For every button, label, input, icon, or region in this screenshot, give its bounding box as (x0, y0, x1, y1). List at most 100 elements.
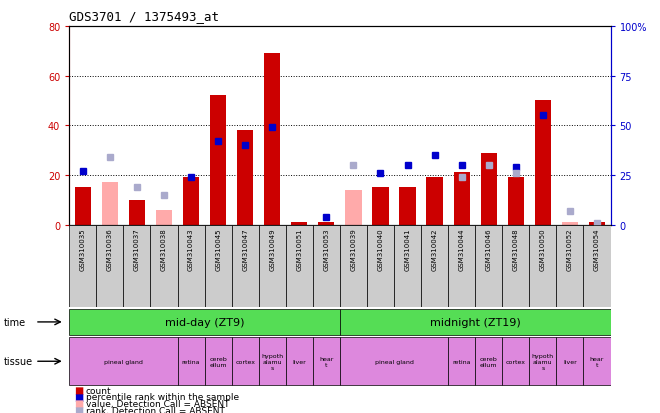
FancyBboxPatch shape (421, 225, 448, 308)
Bar (318, 223, 335, 225)
Text: GSM310038: GSM310038 (161, 228, 167, 270)
Text: GSM310046: GSM310046 (486, 228, 492, 270)
Bar (291, 223, 308, 225)
Bar (237, 131, 253, 225)
Text: cortex: cortex (506, 359, 526, 364)
FancyBboxPatch shape (286, 337, 313, 385)
Text: mid-day (ZT9): mid-day (ZT9) (165, 317, 244, 327)
Text: tissue: tissue (3, 356, 32, 366)
Bar (156, 210, 172, 225)
FancyBboxPatch shape (394, 225, 421, 308)
Text: value, Detection Call = ABSENT: value, Detection Call = ABSENT (86, 399, 229, 408)
FancyBboxPatch shape (123, 225, 150, 308)
Bar (426, 178, 443, 225)
Bar (264, 54, 280, 225)
Text: percentile rank within the sample: percentile rank within the sample (86, 392, 239, 401)
Bar (399, 188, 416, 225)
FancyBboxPatch shape (529, 225, 556, 308)
Bar (102, 183, 118, 225)
Bar (129, 200, 145, 225)
Text: hypoth
alamu
s: hypoth alamu s (261, 353, 283, 370)
FancyBboxPatch shape (96, 225, 123, 308)
Bar (562, 223, 578, 225)
Text: cortex: cortex (235, 359, 255, 364)
Text: GSM310051: GSM310051 (296, 228, 302, 270)
FancyBboxPatch shape (150, 225, 178, 308)
FancyBboxPatch shape (556, 225, 583, 308)
Bar (535, 101, 551, 225)
FancyBboxPatch shape (259, 337, 286, 385)
Text: rank, Detection Call = ABSENT: rank, Detection Call = ABSENT (86, 406, 224, 413)
Text: GSM310043: GSM310043 (188, 228, 194, 270)
Text: GSM310045: GSM310045 (215, 228, 221, 270)
FancyBboxPatch shape (475, 225, 502, 308)
FancyBboxPatch shape (502, 337, 529, 385)
FancyBboxPatch shape (448, 337, 475, 385)
FancyBboxPatch shape (69, 309, 340, 335)
FancyBboxPatch shape (69, 337, 178, 385)
FancyBboxPatch shape (259, 225, 286, 308)
FancyBboxPatch shape (232, 225, 259, 308)
FancyBboxPatch shape (340, 309, 610, 335)
Text: hypoth
alamu
s: hypoth alamu s (532, 353, 554, 370)
FancyBboxPatch shape (367, 225, 394, 308)
Text: ■: ■ (75, 405, 84, 413)
Text: GSM310048: GSM310048 (513, 228, 519, 270)
FancyBboxPatch shape (340, 225, 367, 308)
Bar (210, 96, 226, 225)
Text: liver: liver (292, 359, 306, 364)
Text: GSM310052: GSM310052 (567, 228, 573, 270)
Bar (589, 223, 605, 225)
Text: midnight (ZT19): midnight (ZT19) (430, 317, 521, 327)
FancyBboxPatch shape (340, 337, 448, 385)
FancyBboxPatch shape (69, 225, 96, 308)
Text: GSM310037: GSM310037 (134, 228, 140, 270)
FancyBboxPatch shape (313, 337, 340, 385)
Text: time: time (3, 317, 26, 327)
Text: cereb
ellum: cereb ellum (209, 356, 227, 367)
Bar (345, 190, 362, 225)
Text: GDS3701 / 1375493_at: GDS3701 / 1375493_at (69, 10, 219, 23)
Text: GSM310036: GSM310036 (107, 228, 113, 270)
Text: GSM310050: GSM310050 (540, 228, 546, 270)
FancyBboxPatch shape (529, 337, 556, 385)
Text: count: count (86, 386, 112, 395)
Text: GSM310039: GSM310039 (350, 228, 356, 270)
Text: GSM310047: GSM310047 (242, 228, 248, 270)
Bar (562, 223, 578, 225)
Text: GSM310054: GSM310054 (594, 228, 600, 270)
FancyBboxPatch shape (502, 225, 529, 308)
FancyBboxPatch shape (205, 337, 232, 385)
FancyBboxPatch shape (313, 225, 340, 308)
FancyBboxPatch shape (205, 225, 232, 308)
Text: GSM310044: GSM310044 (459, 228, 465, 270)
Text: hear
t: hear t (319, 356, 333, 367)
FancyBboxPatch shape (232, 337, 259, 385)
Bar (508, 178, 524, 225)
FancyBboxPatch shape (583, 225, 611, 308)
Text: hear
t: hear t (590, 356, 604, 367)
Bar (372, 188, 389, 225)
Text: liver: liver (563, 359, 577, 364)
Bar (183, 178, 199, 225)
Bar (75, 188, 91, 225)
FancyBboxPatch shape (583, 337, 611, 385)
Bar (480, 153, 497, 225)
Text: cereb
ellum: cereb ellum (480, 356, 498, 367)
Text: GSM310042: GSM310042 (432, 228, 438, 270)
Text: GSM310035: GSM310035 (80, 228, 86, 270)
FancyBboxPatch shape (286, 225, 313, 308)
FancyBboxPatch shape (556, 337, 583, 385)
Text: GSM310053: GSM310053 (323, 228, 329, 270)
Text: pineal gland: pineal gland (375, 359, 413, 364)
FancyBboxPatch shape (178, 337, 205, 385)
Text: ■: ■ (75, 385, 84, 395)
Text: retina: retina (452, 359, 471, 364)
Text: pineal gland: pineal gland (104, 359, 143, 364)
Text: GSM310049: GSM310049 (269, 228, 275, 270)
Text: ■: ■ (75, 399, 84, 408)
Text: retina: retina (182, 359, 201, 364)
FancyBboxPatch shape (475, 337, 502, 385)
Text: ■: ■ (75, 392, 84, 402)
FancyBboxPatch shape (178, 225, 205, 308)
